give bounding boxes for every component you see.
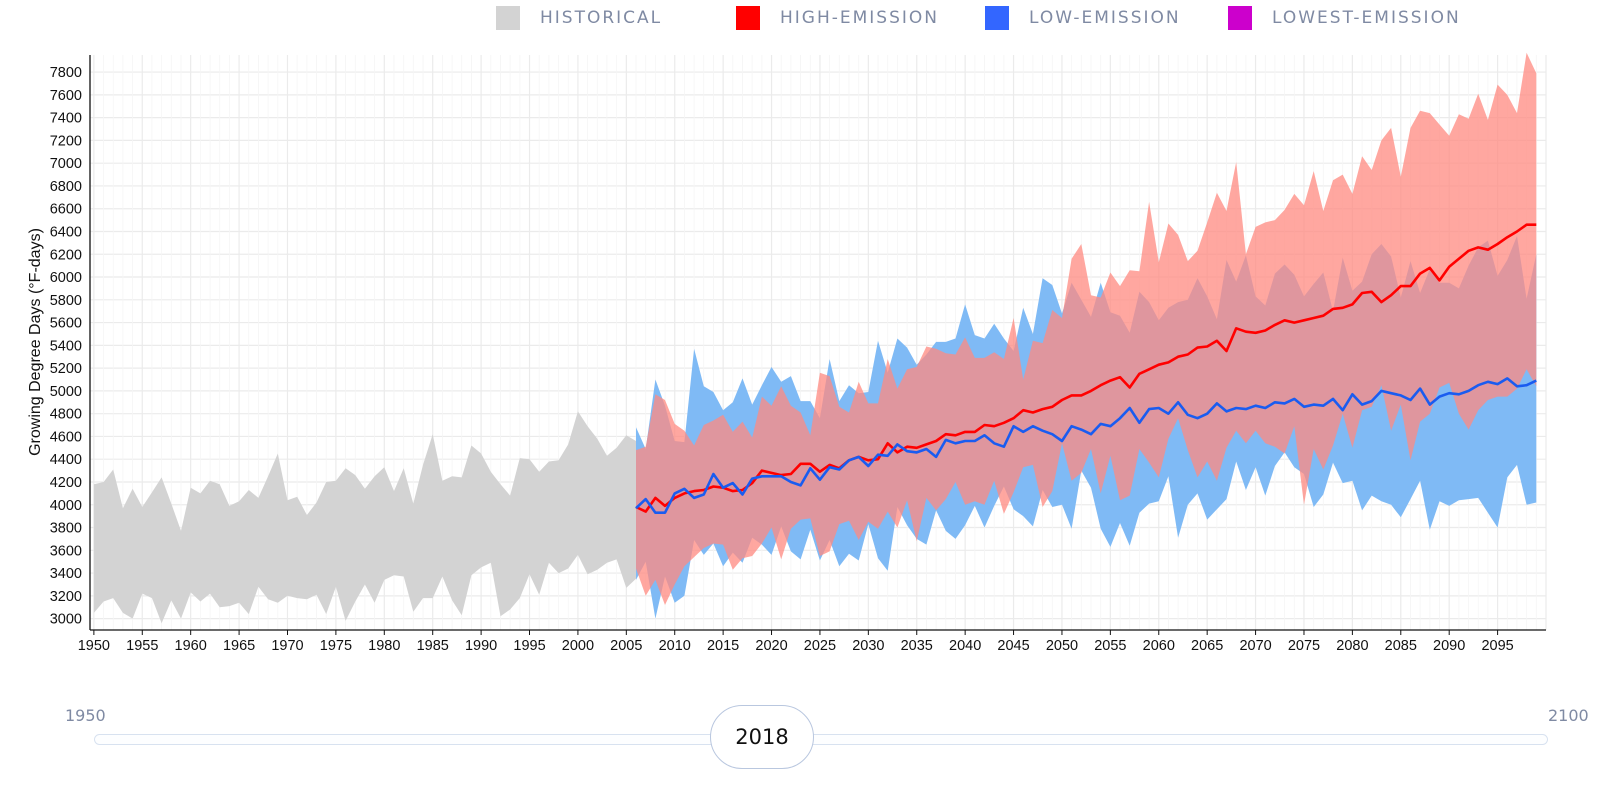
x-tick-label: 1950 [78, 638, 110, 654]
y-tick-label: 3800 [50, 521, 82, 537]
x-tick-label: 2025 [804, 638, 836, 654]
x-tick-label: 2005 [610, 638, 642, 654]
slider-max-label: 2100 [1548, 706, 1589, 725]
y-tick-label: 7000 [50, 156, 82, 172]
x-tick-label: 1980 [368, 638, 400, 654]
x-tick-label: 1990 [465, 638, 497, 654]
year-slider: 1950 2100 2018 [0, 690, 1600, 790]
y-tick-label: 4800 [50, 407, 82, 423]
legend-label-high-emission: HIGH-EMISSION [780, 8, 940, 28]
y-tick-label: 6200 [50, 247, 82, 263]
y-tick-label: 7200 [50, 133, 82, 149]
y-tick-label: 7800 [50, 65, 82, 81]
y-tick-label: 3200 [50, 589, 82, 605]
x-tick-label: 2050 [1046, 638, 1078, 654]
x-tick-label: 2020 [755, 638, 787, 654]
y-tick-label: 5800 [50, 293, 82, 309]
legend-swatch-high-emission [736, 6, 760, 30]
y-tick-label: 4600 [50, 429, 82, 445]
slider-thumb[interactable]: 2018 [710, 705, 814, 769]
y-tick-label: 3600 [50, 543, 82, 559]
x-tick-label: 1960 [175, 638, 207, 654]
x-tick-label: 1985 [417, 638, 449, 654]
x-tick-label: 2075 [1288, 638, 1320, 654]
legend-swatch-lowest-emission [1228, 6, 1252, 30]
y-tick-label: 5400 [50, 338, 82, 354]
legend-item-lowest-emission[interactable]: LOWEST-EMISSION [1228, 4, 1461, 32]
x-tick-label: 2000 [562, 638, 594, 654]
legend-item-high-emission[interactable]: HIGH-EMISSION [736, 4, 939, 32]
x-tick-label: 1965 [223, 638, 255, 654]
band-high-emission [636, 52, 1537, 605]
x-tick-label: 2080 [1336, 638, 1368, 654]
legend-label-low-emission: LOW-EMISSION [1029, 8, 1181, 28]
slider-track[interactable] [94, 734, 1548, 745]
x-tick-label: 1975 [320, 638, 352, 654]
legend-label-lowest-emission: LOWEST-EMISSION [1272, 8, 1461, 28]
y-tick-label: 3000 [50, 612, 82, 628]
y-tick-label: 6600 [50, 202, 82, 218]
band-historical [93, 411, 636, 624]
x-tick-label: 2060 [1143, 638, 1175, 654]
slider-min-label: 1950 [65, 706, 106, 725]
y-tick-label: 6800 [50, 179, 82, 195]
x-tick-label: 1995 [513, 638, 545, 654]
x-tick-label: 2095 [1481, 638, 1513, 654]
line-low-emission-mean [635, 377, 1537, 515]
y-tick-label: 5200 [50, 361, 82, 377]
x-tick-label: 2070 [1239, 638, 1271, 654]
legend-label-historical: HISTORICAL [540, 8, 663, 28]
y-tick-label: 7400 [50, 111, 82, 127]
chart: 3000 3200 3400 3600 3800 4000 4200 4400 4600 4800… [27, 52, 1547, 654]
legend-swatch-historical [496, 6, 520, 30]
legend-item-low-emission[interactable]: LOW-EMISSION [985, 4, 1181, 32]
y-tick-label: 4000 [50, 498, 82, 514]
x-tick-label: 2055 [1094, 638, 1126, 654]
legend-item-historical[interactable]: HISTORICAL [496, 4, 662, 32]
x-tick-label: 1970 [271, 638, 303, 654]
line-high-emission-mean [635, 223, 1537, 513]
x-tick-label: 2015 [707, 638, 739, 654]
x-tick-label: 2085 [1385, 638, 1417, 654]
x-tick-label: 2065 [1191, 638, 1223, 654]
x-tick-label: 2030 [852, 638, 884, 654]
y-tick-label: 6000 [50, 270, 82, 286]
legend: HISTORICAL HIGH-EMISSION LOW-EMISSION LO… [0, 4, 1600, 32]
legend-swatch-low-emission [985, 6, 1009, 30]
y-axis-label: Growing Degree Days (°F-days) [27, 228, 44, 456]
y-tick-label: 5000 [50, 384, 82, 400]
x-tick-label: 1955 [126, 638, 158, 654]
x-tick-label: 2040 [949, 638, 981, 654]
y-tick-label: 5600 [50, 316, 82, 332]
x-tick-label: 2010 [659, 638, 691, 654]
x-tick-label: 2035 [901, 638, 933, 654]
y-tick-label: 4400 [50, 452, 82, 468]
y-tick-label: 6400 [50, 224, 82, 240]
y-tick-label: 7600 [50, 88, 82, 104]
y-tick-label: 4200 [50, 475, 82, 491]
x-tick-label: 2045 [997, 638, 1029, 654]
x-tick-label: 2090 [1433, 638, 1465, 654]
y-tick-label: 3400 [50, 566, 82, 582]
